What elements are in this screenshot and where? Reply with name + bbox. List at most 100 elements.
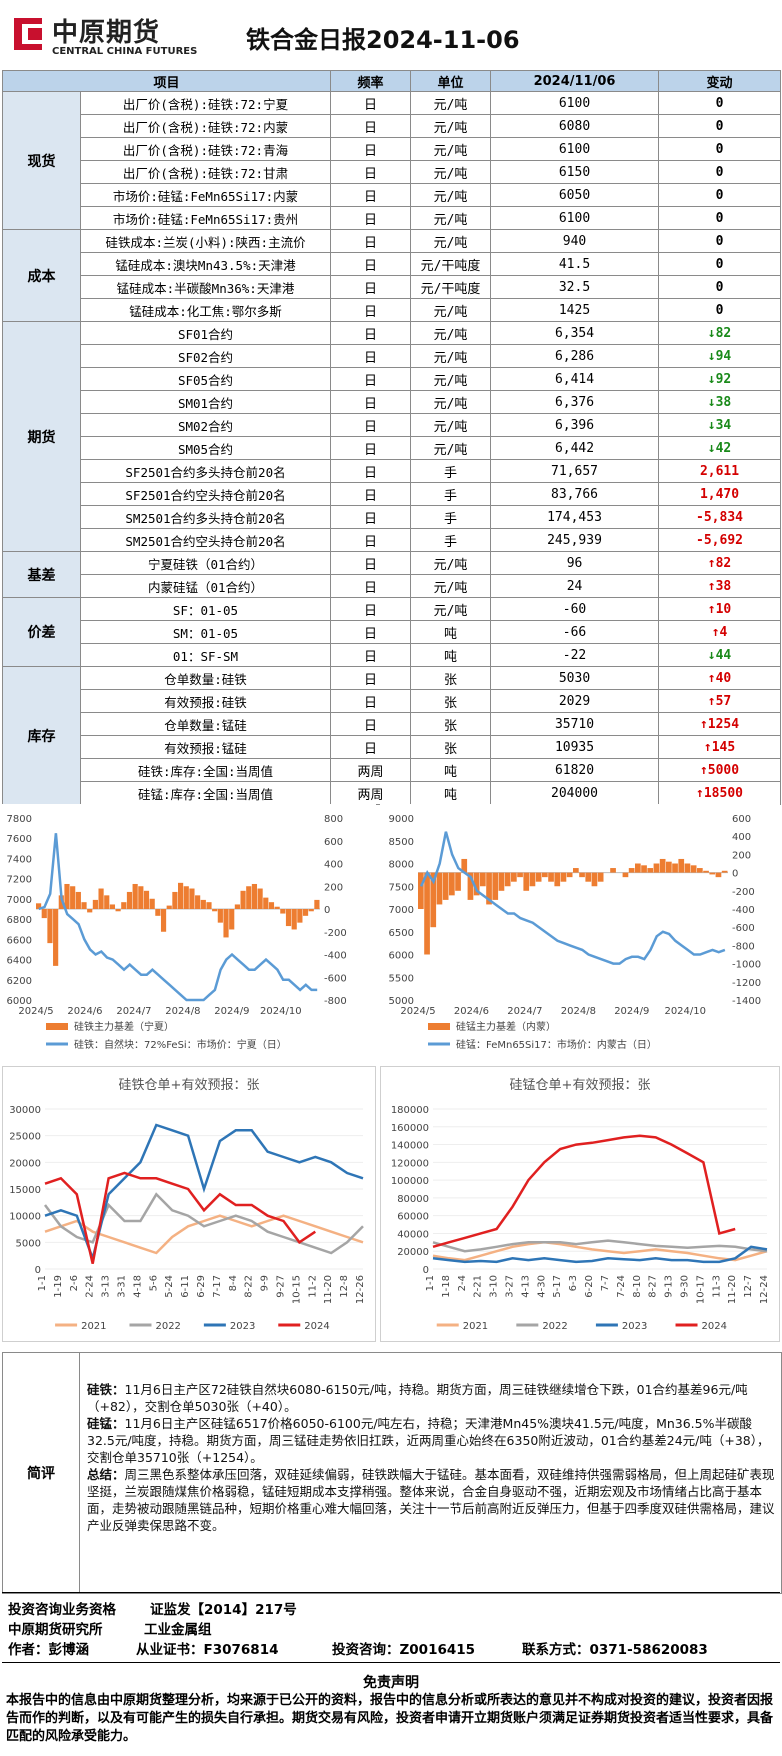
arrow-up-icon: ↑ xyxy=(707,693,716,709)
freq-cell: 日 xyxy=(330,482,412,506)
basis-bar xyxy=(263,897,269,909)
unit-cell: 元/吨 xyxy=(410,574,492,598)
basis-bar xyxy=(268,902,275,909)
value-cell: 2029 xyxy=(490,689,660,713)
basis-bar xyxy=(449,872,455,896)
y-right-tick-label: 600 xyxy=(324,837,343,848)
basis-bar xyxy=(160,909,167,932)
value-cell: 83,766 xyxy=(490,482,660,506)
item-cell: SF2501合约多头持仓前20名 xyxy=(79,459,332,483)
unit-cell: 元/吨 xyxy=(410,597,492,621)
basis-bar xyxy=(480,872,486,887)
x-tick-label: 2024/6 xyxy=(67,1006,102,1017)
y-right-tick-label: -800 xyxy=(732,941,755,952)
item-cell: 宁夏硅铁（01合约） xyxy=(79,551,332,575)
basis-bar xyxy=(529,872,536,887)
col-header-item: 项目 xyxy=(1,70,332,92)
change-value: 0 xyxy=(715,95,724,111)
y-right-tick-label: 0 xyxy=(732,869,738,880)
legend-label: 2021 xyxy=(81,1321,106,1332)
basis-bar xyxy=(189,888,195,909)
y-tick-label: 100000 xyxy=(391,1176,429,1187)
change-value: 42 xyxy=(715,440,732,456)
x-tick-label: 5-17 xyxy=(552,1275,563,1298)
y-left-tick-label: 6000 xyxy=(389,951,414,962)
basis-bar xyxy=(653,863,660,873)
table-row: SM2501合约空头持仓前20名日手 245,939 -5,692 xyxy=(3,528,782,552)
item-cell: 出厂价(含税):硅铁:72:甘肃 xyxy=(79,160,332,184)
freq-cell: 日 xyxy=(330,643,412,667)
basis-bar xyxy=(257,888,263,909)
basis-bar xyxy=(573,868,579,873)
y-tick-label: 40000 xyxy=(397,1229,429,1240)
basis-bar xyxy=(436,872,443,905)
basis-bar xyxy=(251,883,258,909)
basis-bar xyxy=(461,858,468,873)
basis-bar xyxy=(473,872,480,896)
x-tick-label: 2024/8 xyxy=(561,1006,596,1017)
table-row: 基差 宁夏硅铁（01合约）日元/吨 96 ↑82 xyxy=(2,551,782,598)
series-line xyxy=(432,1134,736,1249)
y-right-tick-label: -1400 xyxy=(732,996,761,1007)
change-cell: 2,611 xyxy=(658,459,782,483)
item-cell: 锰硅成本:澳块Mn43.5%:天津港 xyxy=(79,252,332,276)
unit-cell: 元/吨 xyxy=(410,183,492,207)
value-cell: 6080 xyxy=(490,114,660,138)
series-line xyxy=(44,1123,364,1263)
basis-bar xyxy=(690,865,697,873)
freq-cell: 日 xyxy=(330,275,412,299)
change-value: 82 xyxy=(715,555,732,571)
table-row: SF02合约日元/吨 6,286 ↓94 xyxy=(3,344,782,368)
change-value: 18500 xyxy=(703,785,743,801)
y-left-tick-label: 6000 xyxy=(7,996,32,1007)
freq-cell: 日 xyxy=(330,528,412,552)
col-header-date: 2024/11/06 xyxy=(490,70,660,92)
commentary-sm: 硅锰：11月6日主产区硅锰6517价格6050-6100元/吨左右，持稳；天津港… xyxy=(87,1416,770,1465)
x-tick-label: 1-18 xyxy=(441,1275,452,1298)
change-value: 0 xyxy=(715,302,724,318)
x-tick-label: 12-8 xyxy=(339,1275,350,1298)
y-left-tick-label: 8000 xyxy=(389,860,414,871)
change-cell: 0 xyxy=(658,91,782,115)
basis-bar xyxy=(58,895,64,909)
change-value: 44 xyxy=(715,647,732,663)
data-table: 项目 频率 单位 2024/11/06 变动 现货 出厂价(含税):硅铁:72:宁… xyxy=(1,70,782,805)
x-tick-label: 11-20 xyxy=(323,1275,334,1304)
basis-bar xyxy=(155,909,161,916)
change-value: 0 xyxy=(715,164,724,180)
price-line xyxy=(38,833,318,1002)
y-tick-label: 20000 xyxy=(397,1247,429,1258)
y-tick-label: 15000 xyxy=(9,1185,41,1196)
x-tick-label: 2-6 xyxy=(69,1275,80,1291)
item-cell: 市场价:硅锰:FeMn65Si17:内蒙 xyxy=(79,183,332,207)
y-tick-label: 5000 xyxy=(16,1238,41,1249)
table-row: 成本 硅铁成本:兰炭(小料):陕西:主流价日元/吨 940 0 xyxy=(2,229,782,322)
x-tick-label: 1-19 xyxy=(53,1275,64,1298)
value-cell: 6050 xyxy=(490,183,660,207)
logo-chinese-name: 中原期货 xyxy=(52,18,161,48)
y-right-tick-label: 200 xyxy=(732,850,751,861)
basis-bar xyxy=(178,882,184,909)
chart-sm-warrant-svg: 硅锰仓单+有效预报：张 0 20000 40000 60000 80000 100000 12… xyxy=(391,1078,770,1332)
basis-bar xyxy=(678,858,685,873)
unit-cell: 吨 xyxy=(410,643,492,667)
item-cell: SF05合约 xyxy=(79,367,332,391)
unit-cell: 张 xyxy=(410,712,492,736)
freq-cell: 日 xyxy=(330,712,412,736)
x-tick-label: 6-29 xyxy=(196,1275,207,1298)
freq-cell: 日 xyxy=(330,459,412,483)
y-tick-label: 160000 xyxy=(391,1123,429,1134)
legend-label: 2022 xyxy=(542,1321,567,1332)
freq-cell: 日 xyxy=(330,551,412,575)
change-cell: ↑5000 xyxy=(658,758,782,782)
basis-bar xyxy=(212,909,218,912)
y-left-tick-label: 7800 xyxy=(7,814,32,825)
series-line xyxy=(432,1241,768,1262)
basis-bar xyxy=(274,906,280,909)
row-group-label: 基差 xyxy=(2,551,81,598)
change-value: 1,470 xyxy=(699,486,740,502)
arrow-down-icon: ↓ xyxy=(707,647,716,663)
basis-bar xyxy=(172,891,178,909)
change-value: 0 xyxy=(715,279,724,295)
x-tick-label: 9-27 xyxy=(276,1275,287,1298)
